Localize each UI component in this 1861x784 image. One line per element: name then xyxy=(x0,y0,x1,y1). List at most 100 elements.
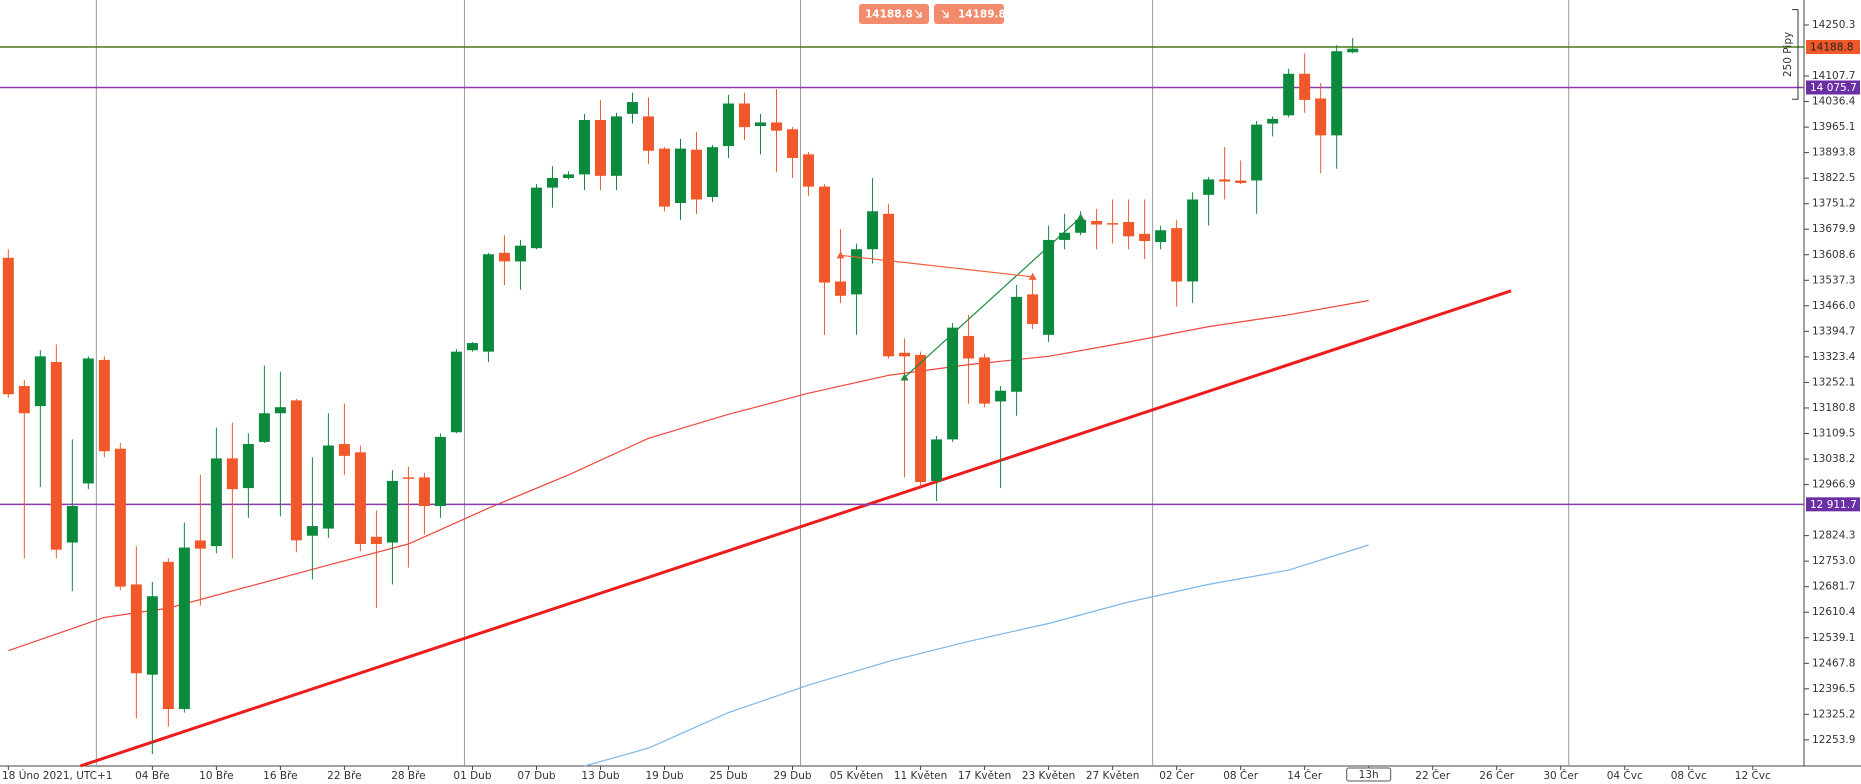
candle-body xyxy=(723,103,735,147)
x-tick-label: 05 Květen xyxy=(830,770,884,782)
candle-body xyxy=(931,439,943,481)
x-tick-label: 26 Čer xyxy=(1479,769,1514,782)
x-tick-label: 19 Dub xyxy=(645,770,683,782)
trendline xyxy=(79,289,1512,768)
candle-body xyxy=(82,358,94,484)
y-tick-label: 13109.5 xyxy=(1812,427,1855,439)
candle-body xyxy=(1155,230,1167,243)
moving-average xyxy=(8,299,1369,652)
candle-body xyxy=(434,436,446,507)
y-tick-label: 12824.3 xyxy=(1812,530,1855,542)
candle-body xyxy=(707,147,719,197)
x-tick-label: 01 Dub xyxy=(453,770,491,782)
candle-body xyxy=(370,536,382,544)
candle-body xyxy=(1123,222,1135,237)
price-label-bg xyxy=(1806,497,1860,512)
candle-body xyxy=(1075,219,1087,233)
candle-body xyxy=(1091,220,1103,225)
candle-body xyxy=(530,187,542,249)
candle-body xyxy=(1267,118,1279,124)
arrow-line xyxy=(904,216,1082,378)
y-tick-label: 12325.2 xyxy=(1812,708,1855,720)
candle-body xyxy=(947,327,959,440)
candle-body xyxy=(18,386,30,414)
y-tick-label: 13252.1 xyxy=(1812,376,1855,388)
x-tick-label: 10 Bře xyxy=(199,770,233,782)
candle-body xyxy=(114,448,126,587)
time-marker-label: 13h xyxy=(1359,769,1379,781)
candle-body xyxy=(1283,73,1295,116)
candle-body xyxy=(899,352,911,357)
trade-button-label: 14188.8 xyxy=(865,9,913,21)
candle-body xyxy=(130,584,142,674)
candle-body xyxy=(194,540,206,549)
moving-average xyxy=(584,544,1369,767)
arrow-line xyxy=(840,254,1033,278)
candle-body xyxy=(995,390,1007,402)
candle-body xyxy=(66,506,78,543)
candle-body xyxy=(306,526,318,536)
x-tick-label: 27 Květen xyxy=(1086,770,1140,782)
range-label: 250 Pipy xyxy=(1782,32,1794,77)
candle-body xyxy=(1043,239,1055,335)
candle-body xyxy=(739,103,751,128)
trade-button[interactable]: 14189.8 xyxy=(934,4,1006,24)
x-tick-label: 11 Květen xyxy=(894,770,948,782)
candle-body xyxy=(1235,180,1247,183)
y-tick-label: 14107.7 xyxy=(1812,70,1855,82)
x-tick-label: 16 Bře xyxy=(263,770,297,782)
candle-body xyxy=(50,362,62,550)
candle-body xyxy=(290,400,302,541)
candle-body xyxy=(883,213,895,357)
trade-button[interactable]: 14188.8 xyxy=(859,4,929,24)
y-tick-label: 12396.5 xyxy=(1812,683,1855,695)
candle-body xyxy=(1299,73,1311,100)
candle-body xyxy=(1331,51,1343,136)
candle-body xyxy=(514,245,526,262)
arrow-head xyxy=(1076,213,1085,221)
x-tick-label: 04 Bře xyxy=(135,770,169,782)
candle-body xyxy=(562,174,574,178)
candle-body xyxy=(482,254,494,352)
y-tick-label: 13537.3 xyxy=(1812,274,1855,286)
candle-body xyxy=(386,480,398,543)
y-tick-label: 12539.1 xyxy=(1812,632,1855,644)
candle-body xyxy=(578,119,590,175)
y-tick-label: 12610.4 xyxy=(1812,606,1856,618)
arrow-head xyxy=(900,373,909,381)
candle-body xyxy=(258,413,270,442)
y-tick-label: 12467.8 xyxy=(1812,657,1855,669)
price-label: 14 075.7 xyxy=(1810,82,1857,94)
candle-body xyxy=(963,335,975,359)
candle-body xyxy=(835,281,847,296)
candle-body xyxy=(178,547,190,710)
x-tick-label: 18 Úno 2021, UTC+1 xyxy=(2,769,113,782)
candle-body xyxy=(1219,179,1231,182)
candle-body xyxy=(787,129,799,158)
candle-body xyxy=(402,477,414,479)
x-tick-label: 29 Dub xyxy=(773,770,811,782)
candle-body xyxy=(1107,223,1119,225)
candle-body xyxy=(466,343,478,351)
candle-body xyxy=(34,356,46,407)
x-tick-label: 13 Dub xyxy=(581,770,619,782)
candle-body xyxy=(771,122,783,131)
candle-body xyxy=(755,122,767,127)
y-tick-label: 12753.0 xyxy=(1812,555,1855,567)
price-label: 14188.8 xyxy=(1810,41,1853,53)
candle-body xyxy=(418,477,430,507)
trade-button-label: 14189.8 xyxy=(958,9,1006,21)
y-tick-label: 13394.7 xyxy=(1812,325,1855,337)
candle-body xyxy=(1203,179,1215,195)
candle-body xyxy=(226,458,238,490)
candle-body xyxy=(1187,199,1199,282)
trade-button-icon xyxy=(941,9,949,18)
candle-body xyxy=(851,249,863,295)
candle-body xyxy=(1139,233,1151,242)
candle-body xyxy=(210,458,222,547)
x-tick-label: 07 Dub xyxy=(517,770,555,782)
candle-body xyxy=(803,154,815,187)
y-tick-label: 13180.8 xyxy=(1812,402,1855,414)
candle-body xyxy=(642,116,654,151)
